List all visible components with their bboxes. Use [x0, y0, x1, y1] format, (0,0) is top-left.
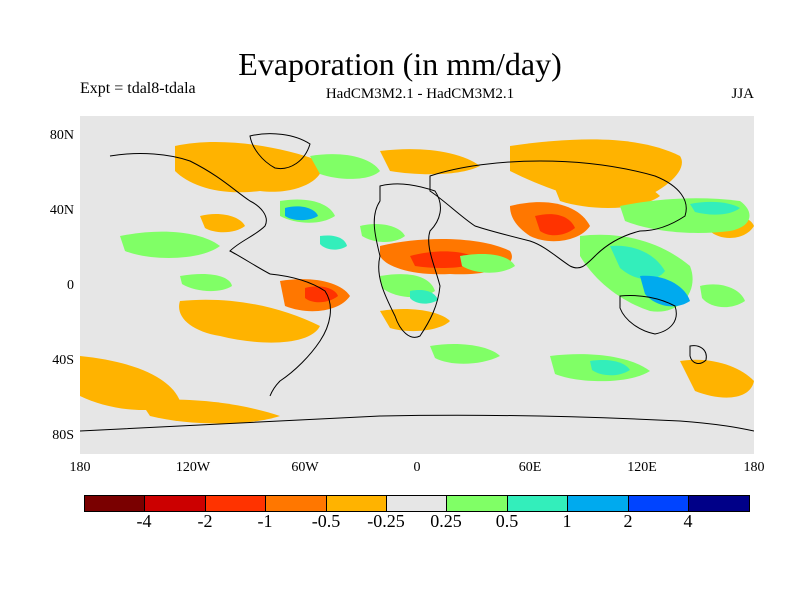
colorbar-swatch — [266, 496, 327, 511]
colorbar-swatch — [507, 496, 569, 511]
x-tick-120w: 120W — [175, 460, 211, 475]
colorbar-swatch — [85, 496, 146, 511]
colorbar-label-neg05: -0.5 — [311, 511, 341, 531]
y-tick-40s: 40S — [52, 353, 74, 368]
colorbar — [84, 495, 751, 512]
x-tick-60w: 60W — [291, 460, 319, 475]
colorbar-swatch — [688, 496, 750, 511]
x-tick-0: 0 — [413, 460, 421, 475]
x-tick-180w: 180 — [69, 460, 91, 475]
season-label: JJA — [731, 86, 754, 102]
coastlines — [80, 133, 754, 432]
colorbar-swatch — [568, 496, 629, 511]
x-tick-180e: 180 — [743, 460, 765, 475]
colorbar-swatch — [145, 496, 206, 511]
x-tick-120e: 120E — [627, 460, 657, 475]
y-tick-40n: 40N — [49, 203, 74, 218]
chart-title: Evaporation (in mm/day) — [238, 46, 562, 82]
colorbar-swatch — [205, 496, 267, 511]
positive-anomalies — [120, 154, 750, 382]
y-tick-0: 0 — [67, 278, 74, 293]
colorbar-label-neg2: -2 — [197, 511, 213, 531]
colorbar-swatch — [628, 496, 689, 511]
colorbar-swatch — [326, 496, 387, 511]
colorbar-label-025: 0.25 — [430, 511, 462, 531]
evaporation-map — [80, 116, 754, 454]
colorbar-swatch — [386, 496, 448, 511]
colorbar-label-neg4: -4 — [136, 511, 152, 531]
colorbar-label-neg1: -1 — [257, 511, 273, 531]
colorbar-label-05: 0.5 — [495, 511, 519, 531]
y-tick-80n: 80N — [49, 128, 74, 143]
map-panel — [80, 116, 754, 454]
colorbar-swatch — [447, 496, 508, 511]
experiment-label: Expt = tdal8-tdala — [80, 80, 196, 97]
colorbar-label-4: 4 — [683, 511, 693, 531]
colorbar-label-2: 2 — [623, 511, 633, 531]
colorbar-label-neg025: -0.25 — [367, 511, 405, 531]
x-tick-60e: 60E — [518, 460, 542, 475]
y-tick-80s: 80S — [52, 428, 74, 443]
colorbar-label-1: 1 — [562, 511, 572, 531]
model-label: HadCM3M2.1 - HadCM3M2.1 — [325, 86, 515, 102]
